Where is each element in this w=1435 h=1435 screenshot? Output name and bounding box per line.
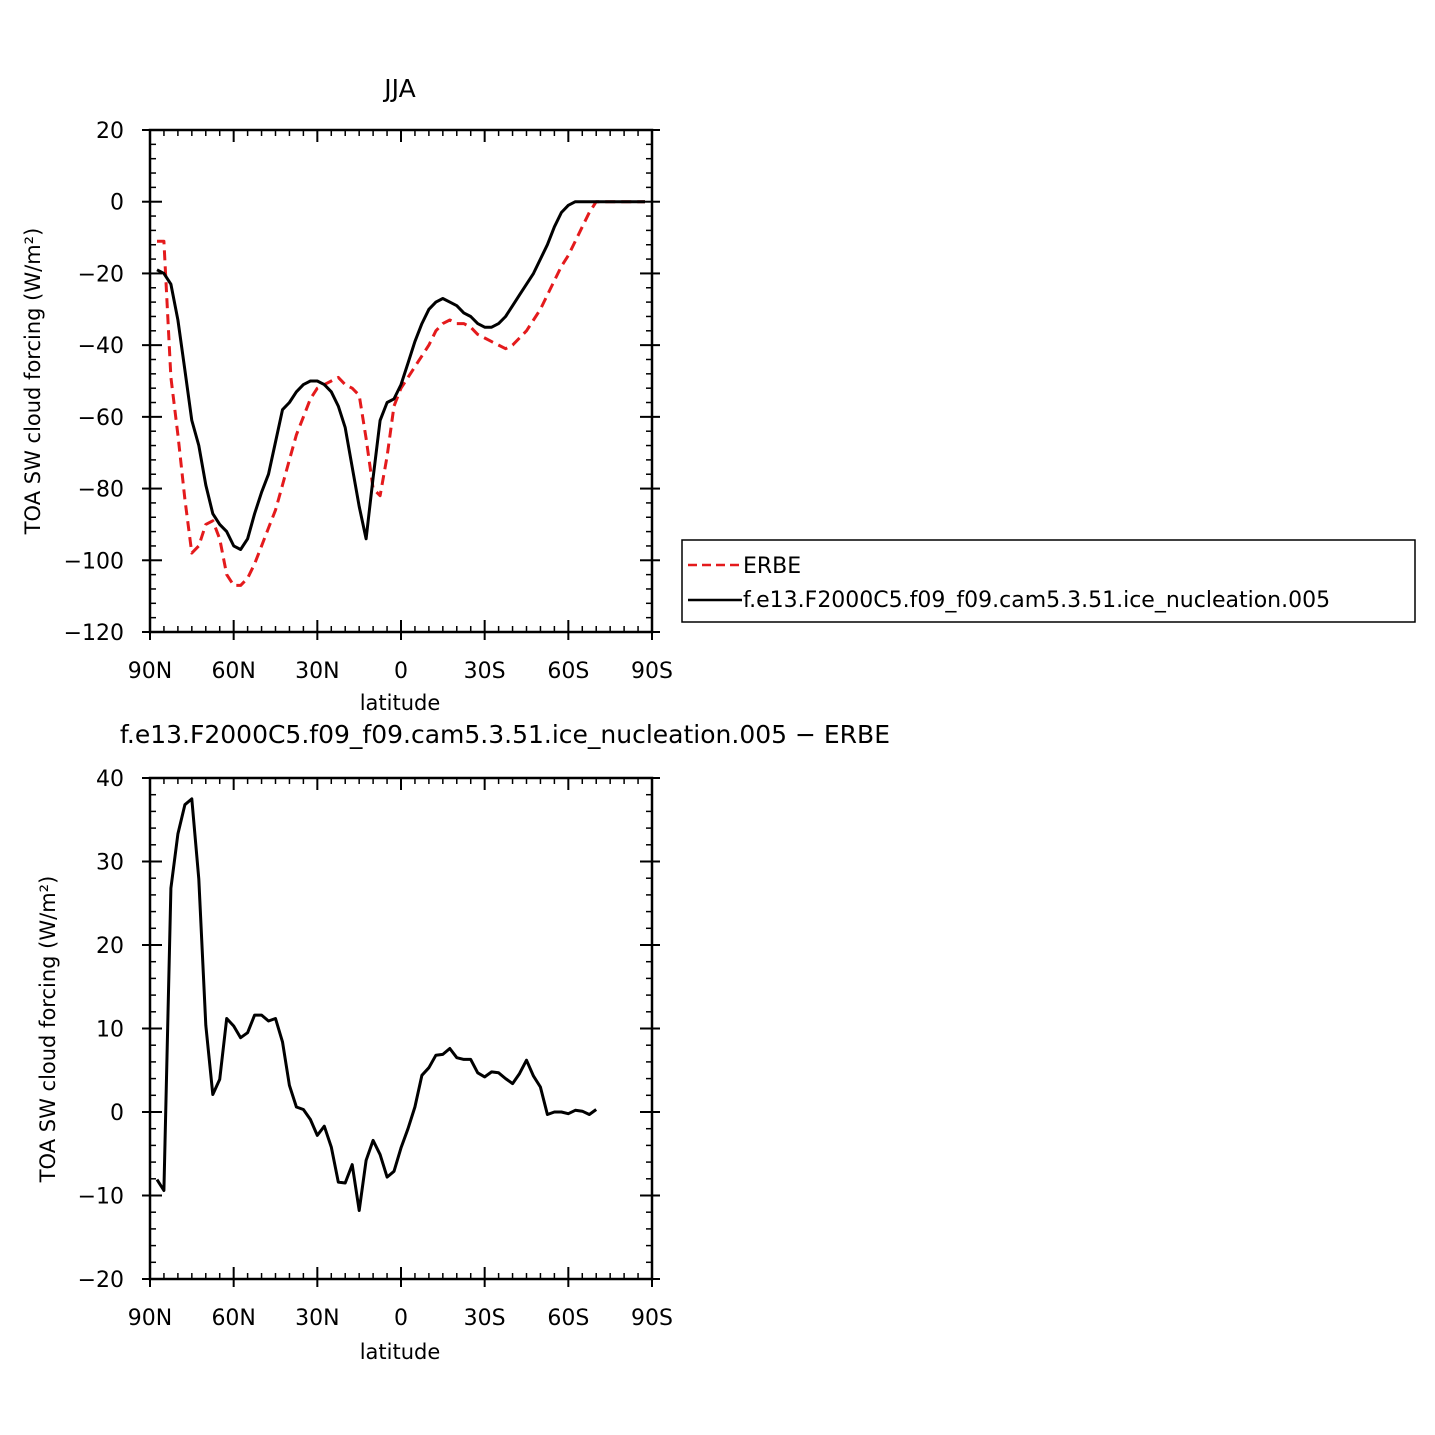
x-tick-label: 60S <box>547 659 589 684</box>
y-tick-label: 20 <box>96 934 124 959</box>
x-tick-label: 0 <box>394 659 408 684</box>
x-tick-label: 0 <box>394 1306 408 1331</box>
x-tick-label: 60S <box>547 1306 589 1331</box>
top-plot-frame <box>148 128 654 634</box>
y-tick-label: −40 <box>78 334 124 359</box>
top-series-group <box>156 200 645 587</box>
y-tick-label: 20 <box>96 119 124 144</box>
y-tick-label: −10 <box>78 1185 124 1210</box>
y-tick-label: −100 <box>64 549 124 574</box>
x-tick-label: 60N <box>211 659 255 684</box>
y-tick-label: 30 <box>96 851 124 876</box>
y-tick-label: −20 <box>78 1268 124 1293</box>
bottom-x-axis-title: latitude <box>360 1340 441 1364</box>
bottom-plot-frame <box>148 776 654 1281</box>
bottom-axis-ticks <box>142 777 660 1287</box>
x-tick-label: 90N <box>128 1306 172 1331</box>
x-tick-label: 30N <box>295 1306 339 1331</box>
x-tick-label: 90S <box>631 1306 673 1331</box>
legend: ERBE f.e13.F2000C5.f09_f09.cam5.3.51.ice… <box>681 539 1416 623</box>
top-y-axis-title: TOA SW cloud forcing (W/m²) <box>21 228 45 536</box>
x-tick-label: 90S <box>631 659 673 684</box>
x-tick-label: 30N <box>295 659 339 684</box>
legend-label-erbe: ERBE <box>743 554 801 579</box>
y-tick-label: −80 <box>78 478 124 503</box>
y-tick-label: −120 <box>64 621 124 646</box>
series-line-0-0 <box>157 200 645 587</box>
legend-box <box>681 539 1416 623</box>
bottom-y-axis-title: TOA SW cloud forcing (W/m²) <box>36 876 60 1184</box>
y-tick-label: 10 <box>96 1018 124 1043</box>
bottom-chart: f.e13.F2000C5.f09_f09.cam5.3.51.ice_nucl… <box>36 720 890 1364</box>
top-chart: JJA 90N 60N 30N 0 30S 60S 90S 20 0 −20 −40 −60 −80 −… <box>21 74 673 715</box>
bottom-chart-title: f.e13.F2000C5.f09_f09.cam5.3.51.ice_nucl… <box>120 720 890 749</box>
bottom-series-group <box>155 797 598 1212</box>
top-chart-title: JJA <box>382 74 415 103</box>
top-y-tick-labels: 20 0 −20 −40 −60 −80 −100 −120 <box>64 119 124 646</box>
legend-label-model: f.e13.F2000C5.f09_f09.cam5.3.51.ice_nucl… <box>743 588 1330 613</box>
bottom-y-tick-labels: 40 30 20 10 0 −10 −20 <box>78 767 124 1293</box>
top-x-axis-title: latitude <box>360 691 441 715</box>
series-line-1-0 <box>155 797 598 1212</box>
series-line-0-1 <box>156 200 645 551</box>
y-tick-label: 0 <box>110 191 124 216</box>
x-tick-label: 90N <box>128 659 172 684</box>
y-tick-label: −60 <box>78 406 124 431</box>
y-tick-label: −20 <box>78 262 124 287</box>
y-tick-label: 0 <box>110 1101 124 1126</box>
x-tick-label: 30S <box>464 1306 506 1331</box>
x-tick-label: 60N <box>211 1306 255 1331</box>
bottom-x-tick-labels: 90N 60N 30N 0 30S 60S 90S <box>128 1306 673 1331</box>
top-x-tick-labels: 90N 60N 30N 0 30S 60S 90S <box>128 659 673 684</box>
y-tick-label: 40 <box>96 767 124 792</box>
x-tick-label: 30S <box>464 659 506 684</box>
